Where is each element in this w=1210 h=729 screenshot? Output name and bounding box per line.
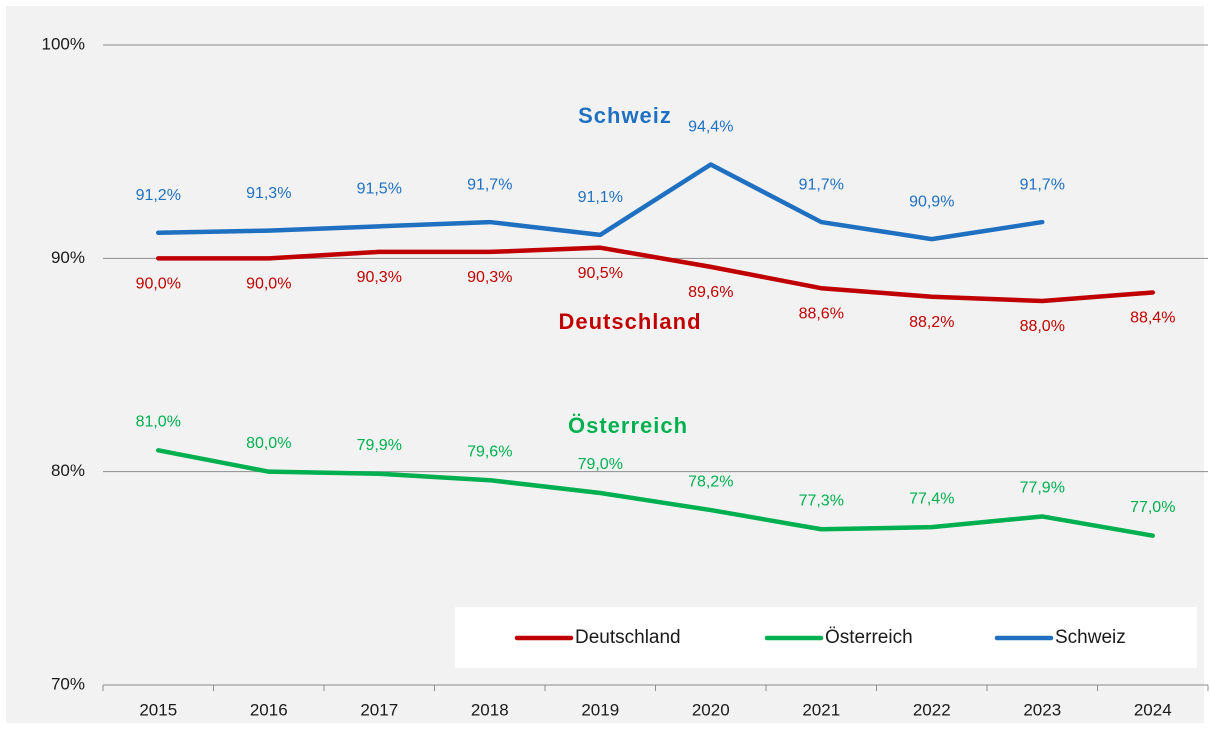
data-label: 81,0% <box>136 414 181 431</box>
x-tick-label: 2015 <box>139 700 177 719</box>
x-tick-label: 2018 <box>471 700 509 719</box>
data-label: 91,7% <box>799 176 844 193</box>
legend-label: Schweiz <box>1055 627 1126 648</box>
series-annotation: Deutschland <box>558 309 701 334</box>
x-tick-label: 2023 <box>1023 700 1061 719</box>
x-tick-label: 2016 <box>250 700 288 719</box>
data-label: 80,0% <box>246 435 291 452</box>
data-label: 78,2% <box>688 473 733 490</box>
data-label: 91,5% <box>357 181 402 198</box>
y-tick-label: 70% <box>51 674 85 693</box>
data-label: 90,3% <box>467 269 512 286</box>
data-label: 91,1% <box>578 189 623 206</box>
y-tick-label: 80% <box>51 461 85 480</box>
data-label: 91,7% <box>467 176 512 193</box>
data-label: 90,0% <box>246 276 291 293</box>
data-label: 88,2% <box>909 314 954 331</box>
data-label: 89,6% <box>688 284 733 301</box>
series-annotation: Österreich <box>568 413 688 438</box>
data-label: 77,4% <box>909 490 954 507</box>
data-label: 94,4% <box>688 119 733 136</box>
series-line <box>156 245 1155 304</box>
series-line <box>156 448 1155 538</box>
x-tick-label: 2019 <box>581 700 619 719</box>
data-label: 88,0% <box>1020 318 1065 335</box>
x-tick-label: 2017 <box>360 700 398 719</box>
series-annotation: Schweiz <box>578 103 672 128</box>
data-label: 77,9% <box>1020 480 1065 497</box>
data-label: 90,9% <box>909 193 954 210</box>
data-label: 79,6% <box>467 443 512 460</box>
data-label: 88,4% <box>1130 310 1175 327</box>
legend-label: Deutschland <box>575 627 681 648</box>
chart-background <box>6 6 1204 723</box>
legend-label: Österreich <box>825 627 913 648</box>
legend: Deutschland Österreich Schweiz <box>455 607 1197 668</box>
data-label: 91,3% <box>246 185 291 202</box>
series-line <box>156 162 1045 242</box>
y-tick-label: 90% <box>51 248 85 267</box>
y-tick-label: 100% <box>42 34 85 53</box>
data-label: 77,0% <box>1130 499 1175 516</box>
data-label: 79,9% <box>357 437 402 454</box>
data-label: 91,2% <box>136 187 181 204</box>
data-label: 79,0% <box>578 456 623 473</box>
data-label: 91,7% <box>1020 176 1065 193</box>
x-tick-label: 2024 <box>1134 700 1172 719</box>
data-label: 77,3% <box>799 492 844 509</box>
data-label: 90,3% <box>357 269 402 286</box>
data-label: 90,0% <box>136 276 181 293</box>
x-tick-label: 2021 <box>802 700 840 719</box>
data-label: 88,6% <box>799 305 844 322</box>
x-tick-label: 2022 <box>913 700 951 719</box>
legend-box <box>455 607 1197 668</box>
x-tick-label: 2020 <box>692 700 730 719</box>
data-label: 90,5% <box>578 265 623 282</box>
